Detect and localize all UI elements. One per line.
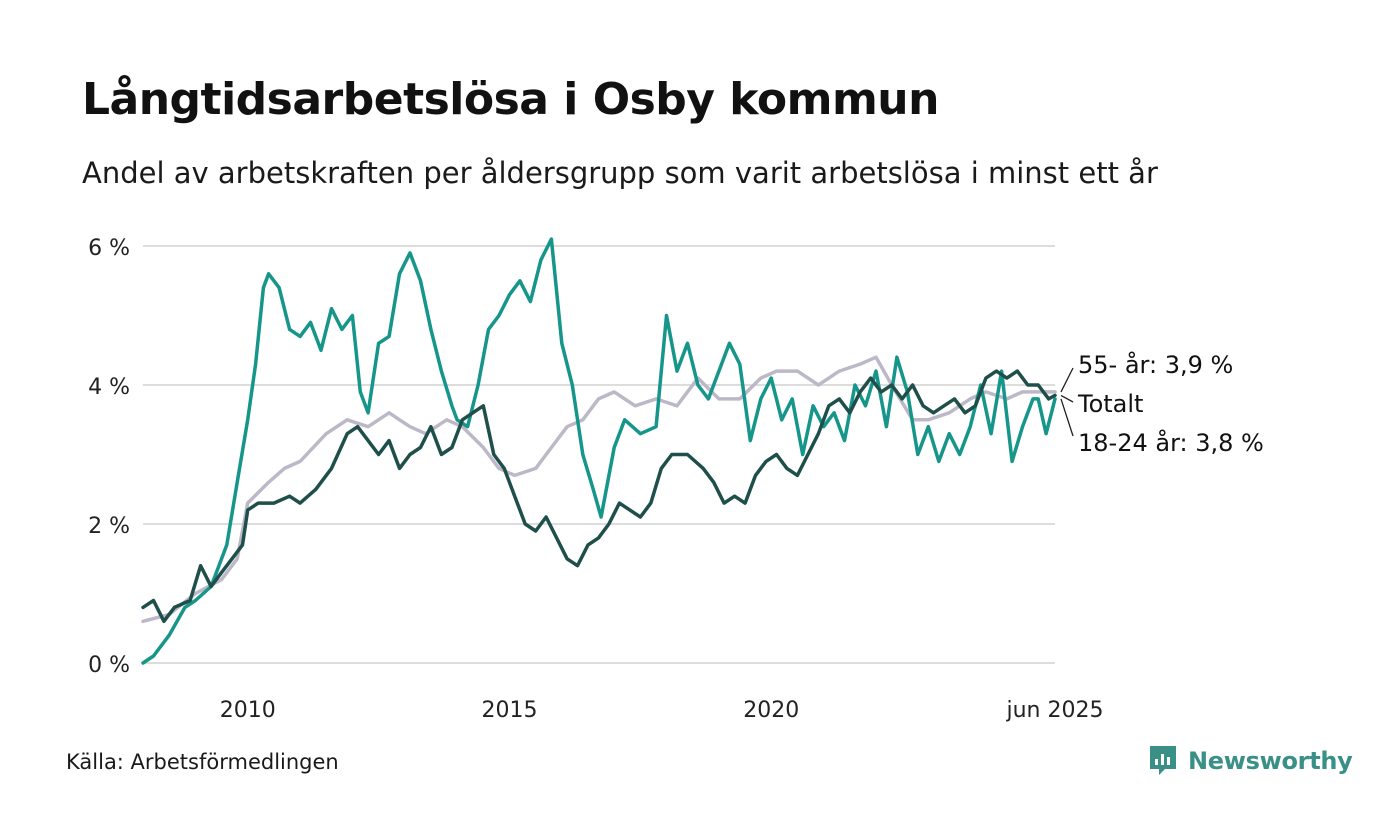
end-label-total: Totalt	[1077, 390, 1143, 418]
x-tick-label: 2015	[481, 698, 537, 723]
x-tick-label: jun 2025	[1006, 698, 1104, 723]
y-tick-label: 0 %	[88, 653, 130, 678]
label-connector-old	[1060, 367, 1074, 393]
series-line-old	[141, 355, 1057, 624]
chart-subtitle: Andel av arbetskraften per åldersgrupp s…	[82, 156, 1158, 190]
source-note: Källa: Arbetsförmedlingen	[66, 750, 339, 774]
logo-text: Newsworthy	[1188, 747, 1353, 775]
y-tick-label: 4 %	[88, 375, 130, 400]
series-line-total	[141, 369, 1057, 624]
newsworthy-logo[interactable]: Newsworthy	[1148, 744, 1353, 778]
series-layer	[141, 237, 1057, 665]
label-connector-young	[1060, 398, 1074, 437]
grid-layer	[143, 245, 1055, 664]
x-tick-label: 2010	[220, 698, 276, 723]
x-tick-label: 2020	[743, 698, 799, 723]
label-connector-total	[1060, 394, 1074, 403]
newsworthy-chart-icon	[1150, 746, 1176, 775]
label-layer: 0 % 2 % 4 % 6 % 2010 2015 2020 jun 2025 55- år: …	[88, 236, 1264, 723]
chart-title: Långtidsarbetslösa i Osby kommun	[82, 74, 939, 125]
end-label-old: 55- år: 3,9 %	[1078, 350, 1233, 379]
y-tick-label: 2 %	[88, 514, 130, 539]
y-tick-label: 6 %	[88, 236, 130, 261]
end-label-young: 18-24 år: 3,8 %	[1078, 428, 1264, 457]
series-line-young	[141, 237, 1057, 665]
